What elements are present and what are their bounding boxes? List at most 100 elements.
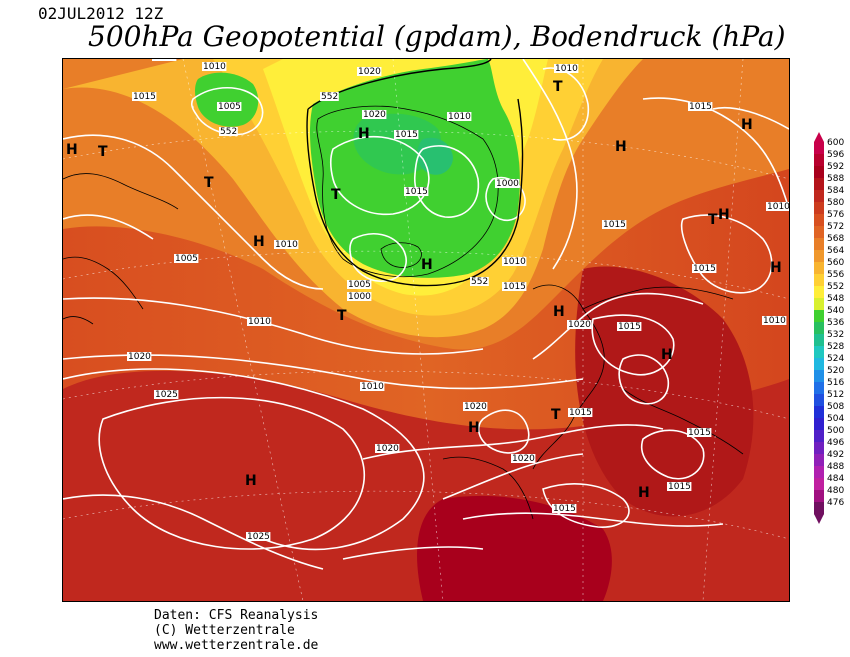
contour-label: 552: [220, 127, 237, 137]
isobar-label: 1010: [153, 59, 176, 62]
legend-swatch: [814, 334, 824, 347]
high-pressure-center: H: [770, 260, 782, 276]
isobar-label-bg: [202, 62, 227, 71]
legend-value: 480: [827, 486, 844, 496]
legend-swatch: [814, 298, 824, 311]
legend-value: 508: [827, 402, 844, 412]
legend-swatch: [814, 406, 824, 419]
isobar-label: 1010: [203, 62, 226, 72]
isobar-label-bg: [394, 130, 419, 139]
legend-value: 568: [827, 234, 844, 244]
legend-value: 504: [827, 414, 844, 424]
isobar-label-bg: [568, 408, 593, 417]
legend-swatch: [814, 238, 824, 251]
high-pressure-center: H: [661, 347, 673, 363]
isobar-label: 1015: [688, 428, 711, 438]
high-pressure-center: H: [553, 304, 565, 320]
legend-bottom-arrow: [814, 514, 824, 524]
legend-swatch: [814, 166, 824, 179]
isobar-label-bg: [404, 187, 429, 196]
isobar-label: 1010: [361, 382, 384, 392]
legend-swatch: [814, 250, 824, 263]
isobar-label-bg: [602, 220, 627, 229]
isobar-label-bg: [470, 277, 489, 286]
credits-data-source: Daten: CFS Reanalysis: [154, 608, 319, 623]
isobar-label: 1015: [133, 92, 156, 102]
legend-value: 520: [827, 366, 844, 376]
high-pressure-center: H: [741, 117, 753, 133]
legend-value: 548: [827, 294, 844, 304]
isobar-label-bg: [766, 202, 789, 211]
high-pressure-center: H: [358, 126, 370, 142]
legend-value: 592: [827, 162, 844, 172]
isobar-label: 1010: [767, 202, 789, 212]
isobar-label: 1010: [555, 64, 578, 74]
legend-value: 584: [827, 186, 844, 196]
legend-value: 492: [827, 450, 844, 460]
isobar-label-bg: [362, 110, 387, 119]
isobar-label: 1015: [618, 322, 641, 332]
legend-value: 572: [827, 222, 844, 232]
legend-value: 476: [827, 498, 844, 508]
low-pressure-center: T: [708, 212, 718, 228]
isobar-label: 1010: [503, 257, 526, 267]
isobar-label-bg: [152, 59, 177, 61]
isobar-label: 1005: [218, 102, 241, 112]
high-pressure-center: H: [615, 139, 627, 155]
color-legend: 600 596 592 588 584 580 576 572 568 564 560 556 552 5…: [812, 130, 850, 530]
isobar-label-bg: [687, 428, 712, 437]
isobar-label-bg: [217, 102, 242, 111]
isobar-label: 1000: [348, 292, 371, 302]
legend-value: 540: [827, 306, 844, 316]
isobar-label: 1020: [363, 110, 386, 120]
isobar-label: 1025: [155, 390, 178, 400]
isobar-label: 1005: [175, 254, 198, 264]
high-pressure-center: H: [638, 485, 650, 501]
legend-swatch: [814, 466, 824, 479]
legend-value: 588: [827, 174, 844, 184]
legend-swatch: [814, 394, 824, 407]
legend-value: 560: [827, 258, 844, 268]
isobars: [63, 59, 789, 570]
legend-value: 536: [827, 318, 844, 328]
isobar-label-bg: [347, 292, 372, 301]
isobar-label-bg: [132, 92, 157, 101]
isobar-label: 1020: [568, 320, 591, 330]
legend-swatch: [814, 154, 824, 167]
high-pressure-center: H: [245, 473, 257, 489]
isobar-label-bg: [688, 102, 713, 111]
legend-swatch: [814, 178, 824, 191]
isobar-label: 1015: [693, 264, 716, 274]
legend-value: 580: [827, 198, 844, 208]
isobar-label: 1000: [496, 179, 519, 189]
legend-top-arrow: [814, 132, 824, 142]
low-pressure-center: T: [551, 407, 561, 423]
legend-value: 512: [827, 390, 844, 400]
legend-value: 556: [827, 270, 844, 280]
legend-swatch: [814, 358, 824, 371]
high-pressure-center: H: [718, 207, 730, 223]
legend-swatch: [814, 454, 824, 467]
low-pressure-center: T: [331, 187, 341, 203]
high-pressure-center: H: [421, 257, 433, 273]
isobar-label: 1010: [248, 317, 271, 327]
low-pressure-center: T: [553, 79, 563, 95]
low-pressure-center: T: [98, 144, 108, 160]
legend-swatch: [814, 430, 824, 443]
north-america-coast: [63, 173, 179, 325]
weather-map: 1010 1010 1015 1005 1020 1020 1015 1010 1010 1015…: [62, 58, 790, 602]
isobar-label-bg: [502, 257, 527, 266]
isobar-label-bg: [375, 444, 400, 453]
isobar-label-bg: [357, 67, 382, 76]
isobar-label-bg: [360, 382, 385, 391]
isobar-label-bg: [154, 390, 179, 399]
high-pressure-center: H: [253, 234, 265, 250]
legend-swatch: [814, 214, 824, 227]
isobar-label-bg: [762, 316, 787, 325]
legend-value: 564: [827, 246, 844, 256]
isobar-label-bg: [447, 112, 472, 121]
greenland-coast: [316, 105, 499, 278]
legend-swatch: [814, 502, 824, 515]
isobar-label: 1010: [448, 112, 471, 122]
